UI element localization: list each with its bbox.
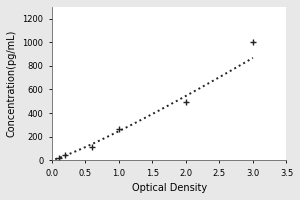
X-axis label: Optical Density: Optical Density	[132, 183, 207, 193]
Y-axis label: Concentration(pg/mL): Concentration(pg/mL)	[7, 30, 17, 137]
